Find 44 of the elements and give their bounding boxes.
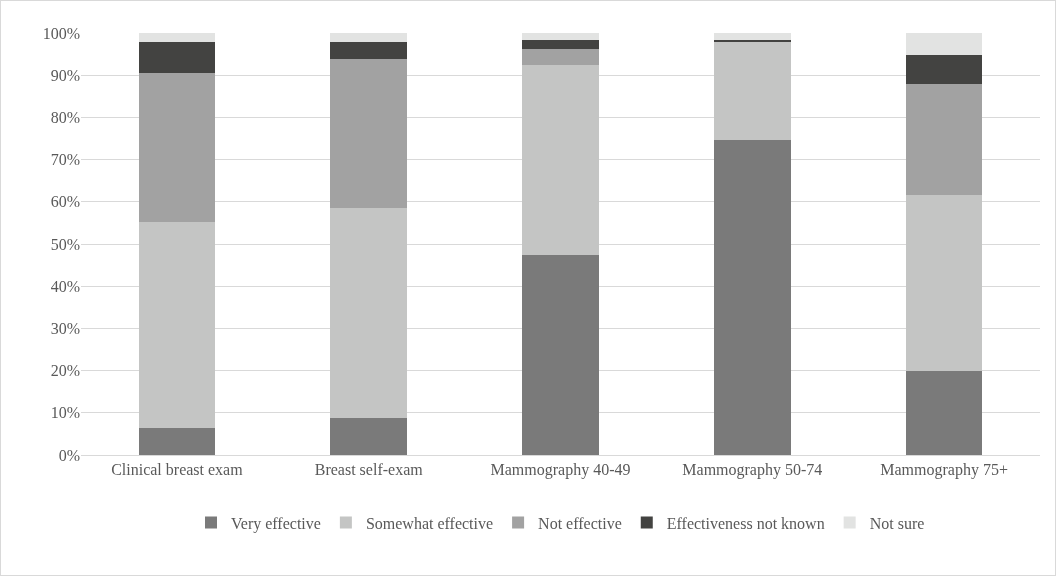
x-tick-label: Mammography 75+ xyxy=(880,461,1008,480)
x-tick-label: Mammography 50-74 xyxy=(682,461,823,480)
bar xyxy=(522,254,599,455)
bar xyxy=(138,72,216,222)
bar xyxy=(905,33,983,56)
y-tick-label: 0% xyxy=(58,446,80,464)
bar xyxy=(713,33,791,40)
y-tick-label: 60% xyxy=(50,193,80,211)
bar xyxy=(713,140,791,455)
bar xyxy=(905,370,983,455)
y-tick-label: 20% xyxy=(50,362,80,380)
bar xyxy=(330,33,408,42)
y-tick-label: 100% xyxy=(42,24,80,42)
bar xyxy=(713,41,791,141)
y-tick-label: 10% xyxy=(50,404,80,422)
legend-label: Somewhat effective xyxy=(365,514,494,532)
bar xyxy=(138,427,216,455)
bar xyxy=(330,41,408,59)
bar xyxy=(522,39,599,49)
y-tick-label: 30% xyxy=(50,320,80,337)
bar xyxy=(522,48,599,66)
bar xyxy=(522,65,599,255)
bar xyxy=(330,417,408,455)
bar xyxy=(330,58,408,208)
legend-label: Effectiveness not known xyxy=(666,514,825,532)
bar xyxy=(138,33,216,42)
y-tick-label: 80% xyxy=(50,109,80,126)
bar xyxy=(138,41,216,73)
bar xyxy=(330,207,408,418)
x-tick-label: Clinical breast exam xyxy=(111,461,244,479)
y-tick-label: 40% xyxy=(50,277,80,295)
bar xyxy=(905,84,983,196)
bar xyxy=(138,221,216,428)
legend-label: Not effective xyxy=(538,514,622,532)
y-tick-label: 90% xyxy=(50,66,80,84)
bar xyxy=(905,55,983,85)
bar xyxy=(905,195,983,371)
legend-label: Very effective xyxy=(231,514,321,533)
bar xyxy=(522,33,599,40)
x-tick-label: Breast self-exam xyxy=(314,461,424,479)
y-tick-label: 50% xyxy=(50,235,80,253)
legend-label: Not sure xyxy=(869,514,925,532)
y-tick-label: 70% xyxy=(50,151,80,169)
x-tick-label: Mammography 40-49 xyxy=(490,461,631,480)
